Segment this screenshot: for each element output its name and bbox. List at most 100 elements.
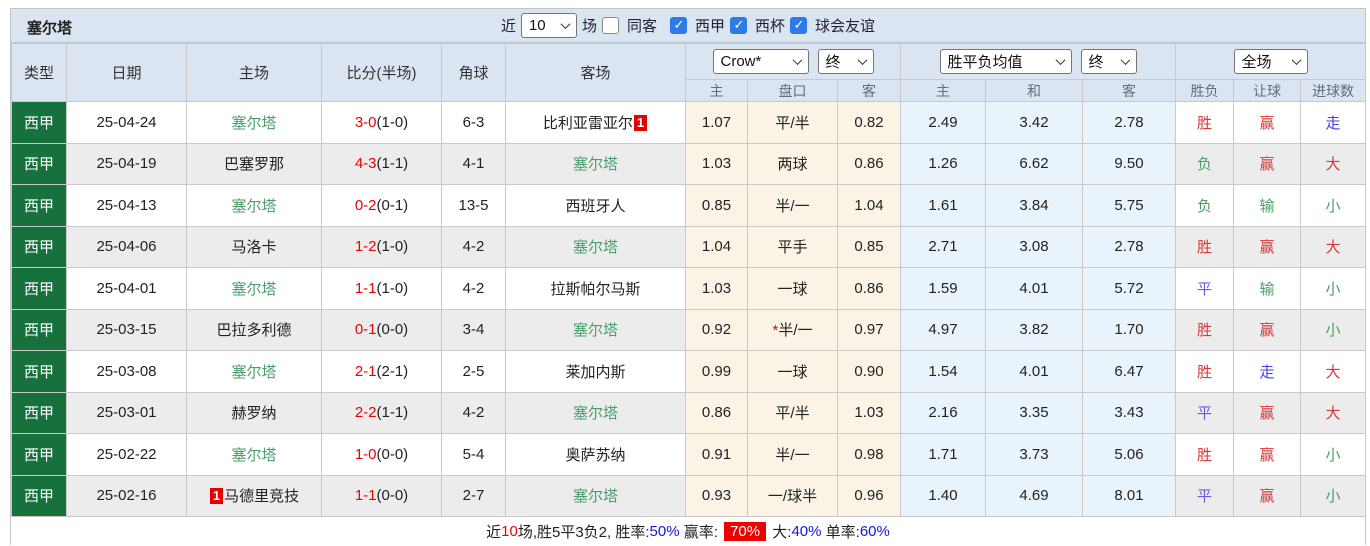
goals-result-cell: 小 [1300,433,1366,476]
league-cell: 西甲 [11,350,67,393]
goals-result-cell-text: 小 [1325,488,1341,506]
date-cell: 25-04-01 [66,267,187,310]
league-laliga-checkbox[interactable] [670,17,687,34]
league-friendly-checkbox[interactable] [790,17,808,34]
euro-away-odds: 6.47 [1082,350,1176,393]
team-name: 马洛卡 [231,239,277,257]
asia-handicap-line: 一球 [747,267,838,310]
scope-select[interactable]: 全场 [1233,49,1308,74]
same-venue-checkbox[interactable] [601,17,619,34]
euro-away-odds: 2.78 [1082,225,1176,268]
team-name: 塞尔塔 [572,156,618,174]
match-row: 西甲 25-02-22 塞尔塔 1-0(0-0) 5-4 奥萨苏纳 0.91 半/一 0.98 1… [11,433,1366,476]
euro-time-select[interactable]: 终 [1080,49,1137,74]
asia-away-odds: 0.96 [837,474,901,517]
handicap-text: 半/一 [778,322,813,340]
full-score: 0-1 [354,321,377,339]
league-copa-checkbox[interactable] [730,17,748,34]
asia-home-odds: 0.92 [685,308,748,351]
score-cell: 1-0(0-0) [321,433,442,476]
col-asia-away: 客 [837,79,901,102]
league-label: 西甲 [23,197,54,215]
outcome-cell: 负 [1175,142,1234,185]
outcome-cell-text: 胜 [1196,446,1212,464]
same-venue-label: 同客 [626,18,657,35]
euro-provider-select[interactable]: 胜平负均值 [939,49,1072,74]
odds-time-select[interactable]: 终 [817,49,874,74]
score-cell: 1-2(1-0) [321,225,442,268]
asia-handicap-line: 平/半 [747,101,838,144]
half-score: (0-0) [376,321,409,339]
euro-draw-odds: 3.82 [985,308,1083,351]
euro-home-odds: 2.16 [900,391,986,434]
euro-home-odds: 4.97 [900,308,986,351]
league-friendly-label: 球会友谊 [815,18,876,35]
league-label: 西甲 [23,239,54,257]
chevron-down-icon [560,19,571,30]
goals-result-cell: 大 [1300,350,1366,393]
outcome-cell-text: 胜 [1196,363,1212,381]
col-euro-away: 客 [1082,79,1176,102]
half-score: (1-0) [376,113,409,131]
score-cell: 3-0(1-0) [321,101,442,144]
summary-segment: 50% [649,523,680,540]
col-asia-home: 主 [685,79,748,102]
asia-handicap-line: *半/一 [747,308,838,351]
chevron-down-icon [1291,55,1301,66]
recent-label: 近 [500,18,516,35]
outcome-cell-text: 负 [1196,197,1212,215]
outcome-cell: 胜 [1175,308,1234,351]
corner-cell: 5-4 [441,433,506,476]
team-name: 塞尔塔 [231,114,277,132]
asia-handicap-line: 平/半 [747,391,838,434]
date-cell: 25-04-06 [66,225,187,268]
team-name: 比利亚雷亚尔 [542,114,633,132]
summary-segment: 赢率: [679,524,723,541]
score-cell: 0-2(0-1) [321,184,442,227]
asia-away-odds: 1.04 [837,184,901,227]
home-team-cell: 马洛卡 [186,225,322,268]
goals-result-cell: 小 [1300,267,1366,310]
team-name: 塞尔塔 [231,280,277,298]
asia-away-odds: 0.82 [837,101,901,144]
league-cell: 西甲 [11,142,67,185]
euro-home-odds: 1.54 [900,350,986,393]
half-score: (0-0) [376,487,409,505]
away-team-cell: 莱加内斯 [505,350,686,393]
recent-count-select[interactable]: 10 [520,13,577,38]
outcome-cell: 胜 [1175,225,1234,268]
goals-result-cell: 小 [1300,308,1366,351]
outcome-cell: 平 [1175,391,1234,434]
match-row: 西甲 25-04-24 塞尔塔 3-0(1-0) 6-3 比利亚雷亚尔 1 1.07 平/半 0.… [11,101,1366,144]
home-team-cell: 巴塞罗那 [186,142,322,185]
euro-home-odds: 1.59 [900,267,986,310]
handicap-result-cell: 赢 [1233,225,1301,268]
handicap-text: 平/半 [775,114,810,132]
outcome-cell-text: 胜 [1196,322,1212,340]
half-score: (1-0) [376,279,409,297]
summary-segment: 40% [791,523,822,540]
odds-provider-select[interactable]: Crow* [712,49,809,74]
col-euro-home: 主 [900,79,986,102]
team-name: 奥萨苏纳 [565,446,626,464]
euro-away-odds: 9.50 [1082,142,1176,185]
corner-cell: 3-4 [441,308,506,351]
league-cell: 西甲 [11,308,67,351]
team-name: 塞尔塔 [572,239,618,257]
outcome-cell-text: 胜 [1196,239,1212,257]
match-table-body: 西甲 25-04-24 塞尔塔 3-0(1-0) 6-3 比利亚雷亚尔 1 1.07 平/半 0.… [11,101,1366,517]
half-score: (2-1) [376,362,409,380]
asia-home-odds: 1.03 [685,142,748,185]
home-team-cell: 1 马德里竞技 [186,474,322,517]
handicap-text: 一/球半 [767,488,818,506]
half-score: (1-0) [376,238,409,256]
match-row: 西甲 25-04-19 巴塞罗那 4-3(1-1) 4-1 塞尔塔 1.03 两球 0.86 1.… [11,142,1366,185]
home-team-cell: 塞尔塔 [186,101,322,144]
euro-away-odds: 1.70 [1082,308,1176,351]
euro-draw-odds: 4.69 [985,474,1083,517]
match-history-panel: 塞尔塔 近 10 场 同客 西甲 西杯 球会友谊 [10,8,1366,546]
col-goals-result: 进球数 [1300,79,1366,102]
league-label: 西甲 [23,156,54,174]
asia-home-odds: 1.03 [685,267,748,310]
euro-home-odds: 2.49 [900,101,986,144]
